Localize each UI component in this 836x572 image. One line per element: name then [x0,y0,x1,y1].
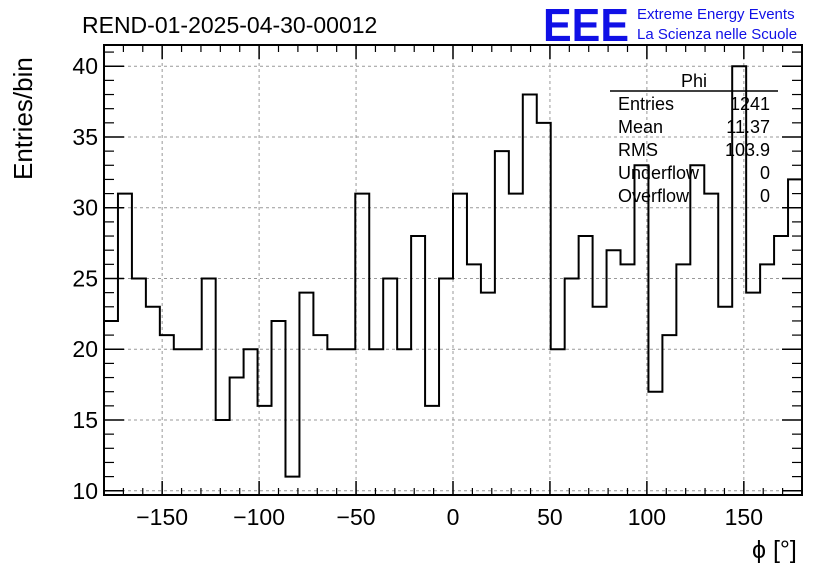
histogram-bin [146,307,160,495]
histogram-bin [718,307,732,495]
histogram-bin [579,236,593,495]
stats-row-label: Overflow [618,186,690,206]
eee-logo: EEE Extreme Energy Events La Scienza nel… [543,0,797,51]
y-tick-label: 20 [72,336,98,362]
histogram-bin [104,321,118,495]
stats-row-label: Underflow [618,163,700,183]
histogram-bin [355,194,369,495]
histogram-bin [509,194,523,495]
stats-row-value: 0 [760,163,770,183]
histogram-bin [607,250,621,495]
stats-row-value: 11.37 [726,117,770,137]
x-tick-label: 100 [628,504,666,530]
histogram-bin [118,194,132,495]
y-tick-label: 15 [72,407,98,433]
histogram-bin [662,335,676,495]
histogram-bin [397,349,411,495]
logo-mark: EEE [543,0,629,51]
histogram-bin [467,264,481,495]
x-tick-label: −100 [233,504,285,530]
histogram-bin [174,349,188,495]
histogram-outline [104,65,802,478]
stats-row-label: RMS [618,140,658,160]
histogram-bin [244,349,258,495]
x-tick-label: −50 [337,504,376,530]
histogram-bin [760,264,774,495]
logo-line-2: La Scienza nelle Scuole [637,26,797,43]
histogram-bin [537,123,551,495]
histogram-bin [690,165,704,495]
histogram-bin [188,349,202,495]
y-tick-label: 40 [72,53,98,79]
y-tick-label: 25 [72,265,98,291]
histogram-bin [565,278,579,495]
histogram-bin [230,378,244,495]
histogram-bin [313,335,327,495]
histogram-bin [216,420,230,495]
histogram-bin [425,406,439,495]
axis-layer: −150 −100 −50 0 50 100 150 10 15 20 25 30 35 40 [72,45,802,530]
histogram-bin [676,264,690,495]
histogram-bin [704,194,718,495]
x-axis-label: ϕ [°] [752,536,797,564]
chart-title: REND-01-2025-04-30-00012 [82,12,377,38]
stats-row-label: Entries [618,94,674,114]
histogram-bin [481,293,495,495]
histogram-bin [411,236,425,495]
logo-line-1: Extreme Energy Events [637,6,795,23]
histogram-bin [523,95,537,495]
histogram-bin [369,349,383,495]
y-tick-label: 10 [72,478,98,504]
y-tick-label: 30 [72,195,98,221]
stats-box: Phi Entries 1241 Mean 11.37 RMS 103.9 Underflo… [610,71,778,206]
x-tick-label: 0 [447,504,460,530]
histogram-bin [132,278,146,495]
histogram-bin [621,264,635,495]
histogram-bin [746,293,760,495]
stats-row-value: 1241 [730,94,770,114]
histogram-bin [551,349,565,495]
histogram-bin [774,236,788,495]
histogram-bin [593,307,607,495]
histogram-bin [383,278,397,495]
histogram-bin [272,321,286,495]
histogram-bin [634,165,648,495]
histogram-bin [495,151,509,495]
histogram-bin [327,349,341,495]
y-axis-label: Entries/bin [8,57,38,180]
x-tick-label: −150 [136,504,188,530]
stats-row-label: Mean [618,117,663,137]
histogram-bin [299,293,313,495]
x-tick-label: 150 [725,504,763,530]
stats-row-value: 103.9 [725,140,770,160]
stats-box-title: Phi [681,71,707,91]
histogram-bin [439,278,453,495]
histogram-bin [453,194,467,495]
y-tick-label: 35 [72,124,98,150]
histogram-bin [788,179,802,495]
x-tick-label: 50 [537,504,563,530]
histogram-bin [648,392,662,495]
stats-row-value: 0 [760,186,770,206]
histogram-bin [341,349,355,495]
histogram-bin [202,278,216,495]
